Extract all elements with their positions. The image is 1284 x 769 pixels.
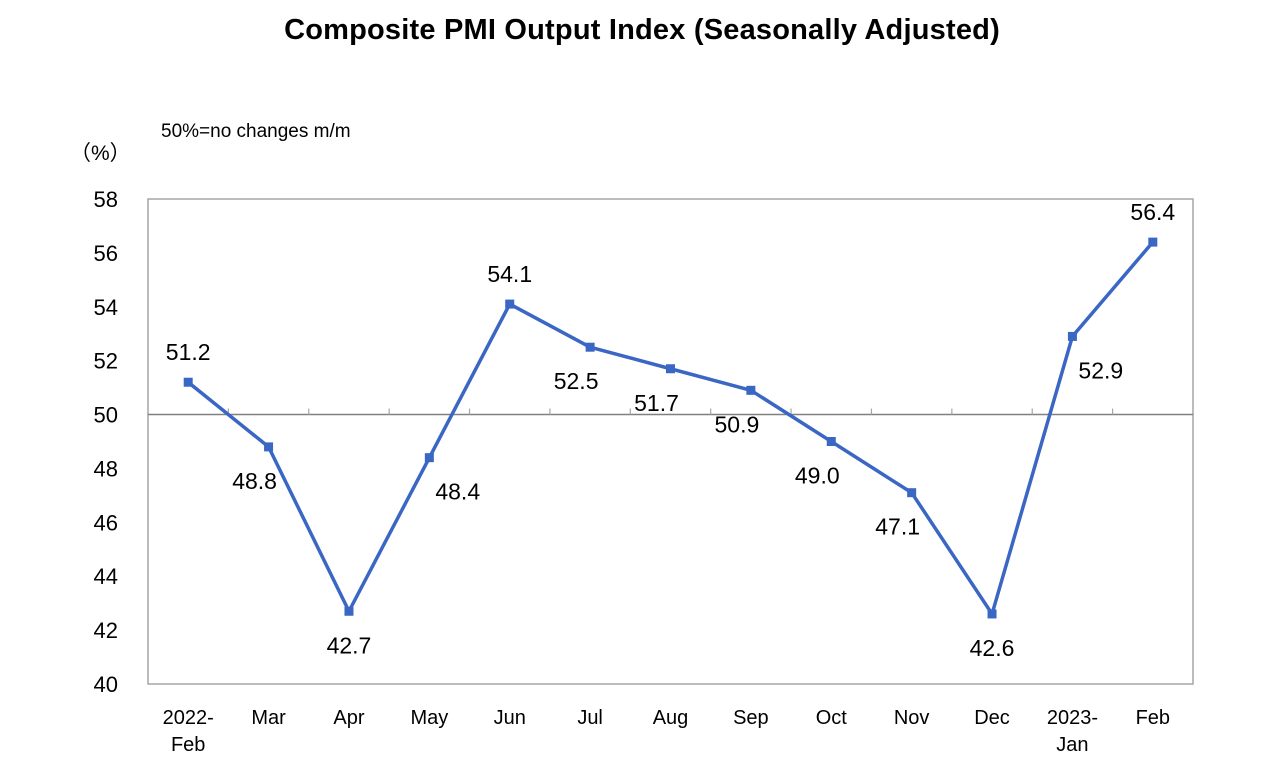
data-label: 52.9: [1078, 357, 1123, 383]
chart-title: Composite PMI Output Index (Seasonally A…: [284, 14, 1000, 46]
x-tick-label: 2023-: [1047, 707, 1098, 729]
x-tick-label: May: [410, 707, 448, 729]
x-tick-label: Oct: [816, 707, 848, 729]
data-label: 54.1: [487, 261, 532, 287]
y-axis-unit-label: （%）: [70, 142, 131, 165]
data-point-marker: [907, 488, 917, 498]
data-point-marker: [1067, 331, 1077, 341]
x-tick-label: Jul: [577, 707, 603, 729]
x-tick-label: Dec: [974, 707, 1010, 729]
data-point-marker: [1148, 237, 1158, 247]
y-tick-label: 42: [94, 618, 118, 643]
data-label: 56.4: [1130, 199, 1175, 225]
data-point-marker: [344, 606, 354, 616]
data-point-marker: [505, 299, 515, 309]
data-point-marker: [746, 385, 756, 395]
x-tick-label: Sep: [733, 707, 769, 729]
x-tick-label: Jan: [1056, 734, 1088, 756]
data-label: 51.7: [634, 390, 679, 416]
data-label: 47.1: [875, 514, 920, 540]
data-point-marker: [987, 609, 997, 619]
chart-note: 50%=no changes m/m: [161, 121, 351, 142]
y-tick-label: 52: [94, 349, 118, 374]
data-label: 42.6: [970, 635, 1015, 661]
x-tick-label: 2022-: [163, 707, 214, 729]
x-tick-label: Feb: [171, 734, 205, 756]
data-point-marker: [424, 453, 434, 463]
x-tick-label: Aug: [653, 707, 689, 729]
y-tick-label: 46: [94, 510, 118, 535]
y-tick-label: 56: [94, 241, 118, 266]
data-label: 48.8: [232, 468, 277, 494]
x-tick-label: Apr: [333, 707, 364, 729]
data-point-marker: [183, 377, 193, 387]
y-tick-label: 58: [94, 187, 118, 212]
y-tick-label: 40: [94, 672, 118, 697]
data-point-marker: [585, 342, 595, 352]
data-label: 50.9: [715, 411, 760, 437]
data-label: 48.4: [435, 479, 480, 505]
data-label: 52.5: [554, 368, 599, 394]
data-point-marker: [826, 437, 836, 446]
data-label: 51.2: [166, 339, 211, 365]
data-point-marker: [264, 442, 274, 452]
x-tick-label: Mar: [251, 707, 286, 729]
x-tick-label: Jun: [494, 707, 526, 729]
plot-area: [147, 198, 1194, 685]
data-label: 42.7: [327, 632, 372, 658]
y-tick-label: 48: [94, 456, 118, 481]
y-tick-label: 44: [94, 564, 118, 589]
x-tick-label: Nov: [894, 707, 930, 729]
data-label: 49.0: [795, 463, 840, 489]
data-point-marker: [666, 364, 675, 374]
x-tick-label: Feb: [1136, 707, 1170, 729]
y-tick-label: 54: [94, 295, 118, 320]
series-line: [187, 240, 1155, 616]
y-tick-label: 50: [94, 403, 118, 428]
